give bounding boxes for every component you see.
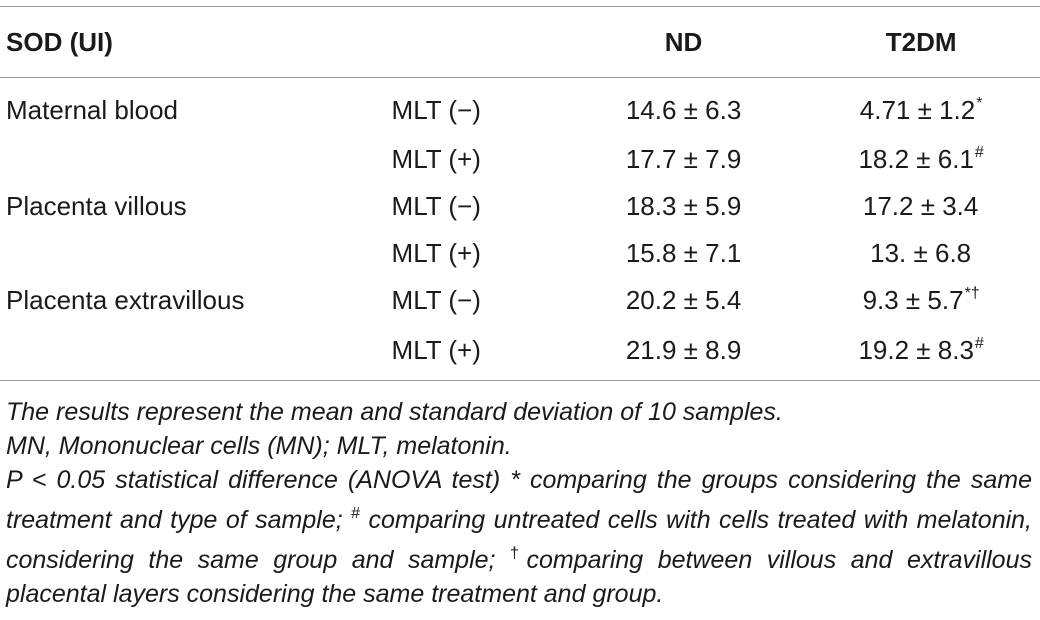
row-t2dm-value: 9.3 ± 5.7 bbox=[862, 285, 964, 315]
row-nd-value: 18.3 ± 5.9 bbox=[625, 191, 742, 221]
header-nd: ND bbox=[564, 6, 803, 78]
table-footnotes: The results represent the mean and stand… bbox=[6, 395, 1032, 611]
row-treatment: MLT (+) bbox=[391, 238, 481, 268]
footnote-samples: The results represent the mean and stand… bbox=[6, 398, 783, 426]
row-t2dm-value: 17.2 ± 3.4 bbox=[862, 191, 979, 221]
row-sample: Placenta villous bbox=[6, 191, 187, 221]
row-nd-value: 20.2 ± 5.4 bbox=[625, 285, 742, 315]
significance-mark: # bbox=[974, 334, 984, 352]
row-t2dm-cell: 9.3 ± 5.7*† bbox=[802, 277, 1040, 324]
row-treatment: MLT (−) bbox=[391, 191, 481, 221]
table-row: MLT (+) 15.8 ± 7.1 13. ± 6.8 bbox=[0, 230, 1040, 277]
footnote-significance-text-c: comparing between villous and extravillo… bbox=[6, 546, 1032, 608]
row-sample bbox=[0, 230, 388, 277]
row-nd-value: 21.9 ± 8.9 bbox=[564, 324, 803, 381]
row-treatment: MLT (−) bbox=[391, 285, 481, 315]
sod-table: SOD (UI) ND T2DM Maternal blood MLT (−) … bbox=[0, 6, 1040, 381]
header-t2dm: T2DM bbox=[802, 6, 1040, 78]
row-treatment: MLT (+) bbox=[387, 324, 565, 381]
table-row: Placenta extravillous MLT (−) 20.2 ± 5.4… bbox=[0, 277, 1040, 324]
header-sample: SOD (UI) bbox=[0, 6, 388, 78]
row-t2dm-cell: 4.71 ± 1.2* bbox=[802, 78, 1040, 137]
row-t2dm-value: 13. ± 6.8 bbox=[870, 238, 972, 268]
row-t2dm-value: 4.71 ± 1.2 bbox=[859, 94, 976, 125]
significance-mark: *† bbox=[964, 285, 980, 302]
table-row: MLT (+) 17.7 ± 7.9 18.2 ± 6.1# bbox=[0, 136, 1040, 183]
row-t2dm-cell: 18.2 ± 6.1# bbox=[802, 136, 1040, 183]
row-nd-value: 14.6 ± 6.3 bbox=[625, 94, 742, 125]
table-body: Maternal blood MLT (−) 14.6 ± 6.3 4.71 ±… bbox=[0, 78, 1040, 381]
row-t2dm-value: 19.2 ± 8.3 bbox=[858, 334, 974, 365]
significance-mark: # bbox=[974, 144, 984, 161]
table-header: SOD (UI) ND T2DM bbox=[0, 6, 1040, 78]
row-t2dm-value: 18.2 ± 6.1 bbox=[858, 144, 974, 174]
row-treatment: MLT (+) bbox=[391, 144, 481, 174]
row-sample bbox=[0, 136, 388, 183]
row-t2dm-cell: 17.2 ± 3.4 bbox=[802, 183, 1040, 230]
footnote-significance: P < 0.05 statistical difference (ANOVA t… bbox=[6, 463, 1032, 611]
row-nd-value: 15.8 ± 7.1 bbox=[625, 238, 742, 268]
header-treatment bbox=[387, 6, 565, 78]
row-treatment: MLT (−) bbox=[391, 94, 481, 125]
table-row: MLT (+) 21.9 ± 8.9 19.2 ± 8.3# bbox=[0, 324, 1040, 381]
table-row: Placenta villous MLT (−) 18.3 ± 5.9 17.2… bbox=[0, 183, 1040, 230]
row-sample: Maternal blood bbox=[6, 94, 178, 125]
row-sample bbox=[0, 324, 388, 381]
footnote-dagger-mark: † bbox=[510, 545, 527, 562]
footnote-significance-text-b: comparing untreated cells with cells tre… bbox=[6, 506, 1033, 574]
footnote-abbreviations: MN, Mononuclear cells (MN); MLT, melaton… bbox=[6, 432, 512, 460]
row-t2dm-cell: 19.2 ± 8.3# bbox=[802, 324, 1040, 381]
header-row: SOD (UI) ND T2DM bbox=[0, 6, 1040, 78]
footnote-significance-text-a: P < 0.05 statistical difference (ANOVA t… bbox=[6, 466, 1032, 534]
table-row: Maternal blood MLT (−) 14.6 ± 6.3 4.71 ±… bbox=[0, 78, 1040, 137]
row-t2dm-cell: 13. ± 6.8 bbox=[802, 230, 1040, 277]
significance-mark: * bbox=[976, 94, 983, 112]
row-nd-value: 17.7 ± 7.9 bbox=[625, 144, 742, 174]
footnote-hash-mark: # bbox=[351, 505, 361, 522]
row-sample: Placenta extravillous bbox=[6, 285, 245, 315]
